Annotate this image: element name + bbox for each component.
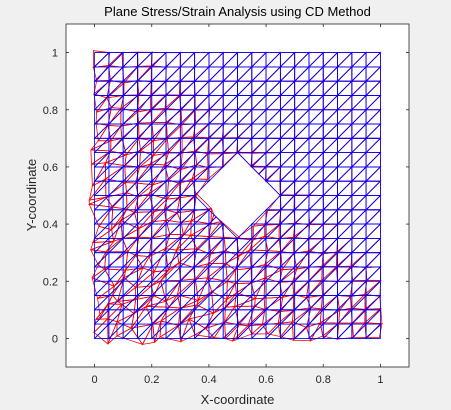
undeformed-element (308, 52, 325, 68)
y-tick-label: 1 (52, 48, 58, 60)
deformed-element (220, 220, 242, 239)
y-tick-label: 0.8 (43, 105, 58, 117)
x-tick-label: 0.4 (201, 374, 216, 386)
axes-box (65, 23, 410, 368)
deformed-element (210, 208, 215, 224)
x-tick-label: 0.8 (316, 374, 331, 386)
undeformed-element (122, 52, 139, 68)
undeformed-element (208, 208, 217, 226)
x-tick-label: 1 (377, 374, 383, 386)
y-tick-label: 0.4 (43, 219, 58, 231)
undeformed-element (365, 52, 382, 68)
undeformed-element (208, 52, 225, 68)
y-tick-label: 0.6 (43, 162, 58, 174)
undeformed-element (279, 52, 296, 68)
undeformed-element (265, 52, 282, 68)
y-tick-label: 0 (52, 333, 58, 345)
undeformed-mesh (93, 51, 382, 340)
undeformed-element (165, 52, 182, 68)
undeformed-element (179, 52, 196, 68)
x-tick-label: 0.2 (144, 374, 159, 386)
axis-ticks: 0 0.2 0.4 0.6 0.8 1 0 0.2 0.4 0.6 0.8 1 (43, 24, 409, 386)
undeformed-element (222, 52, 239, 68)
undeformed-element (94, 52, 110, 68)
undeformed-element (322, 52, 339, 68)
x-axis-label: X-coordinate (201, 392, 275, 407)
undeformed-element (294, 52, 310, 68)
undeformed-element (222, 223, 239, 239)
undeformed-element (251, 52, 268, 68)
undeformed-element (351, 52, 368, 68)
y-tick-label: 0.2 (43, 276, 58, 288)
undeformed-element (137, 52, 153, 68)
undeformed-element (194, 52, 210, 68)
x-tick-label: 0.6 (258, 374, 273, 386)
y-axis-label: Y-coordinate (24, 159, 39, 232)
undeformed-element (237, 52, 253, 68)
undeformed-element (108, 52, 125, 68)
chart-title: Plane Stress/Strain Analysis using CD Me… (104, 4, 371, 19)
undeformed-element (337, 52, 353, 68)
undeformed-element (151, 52, 168, 68)
x-tick-label: 0 (92, 374, 98, 386)
